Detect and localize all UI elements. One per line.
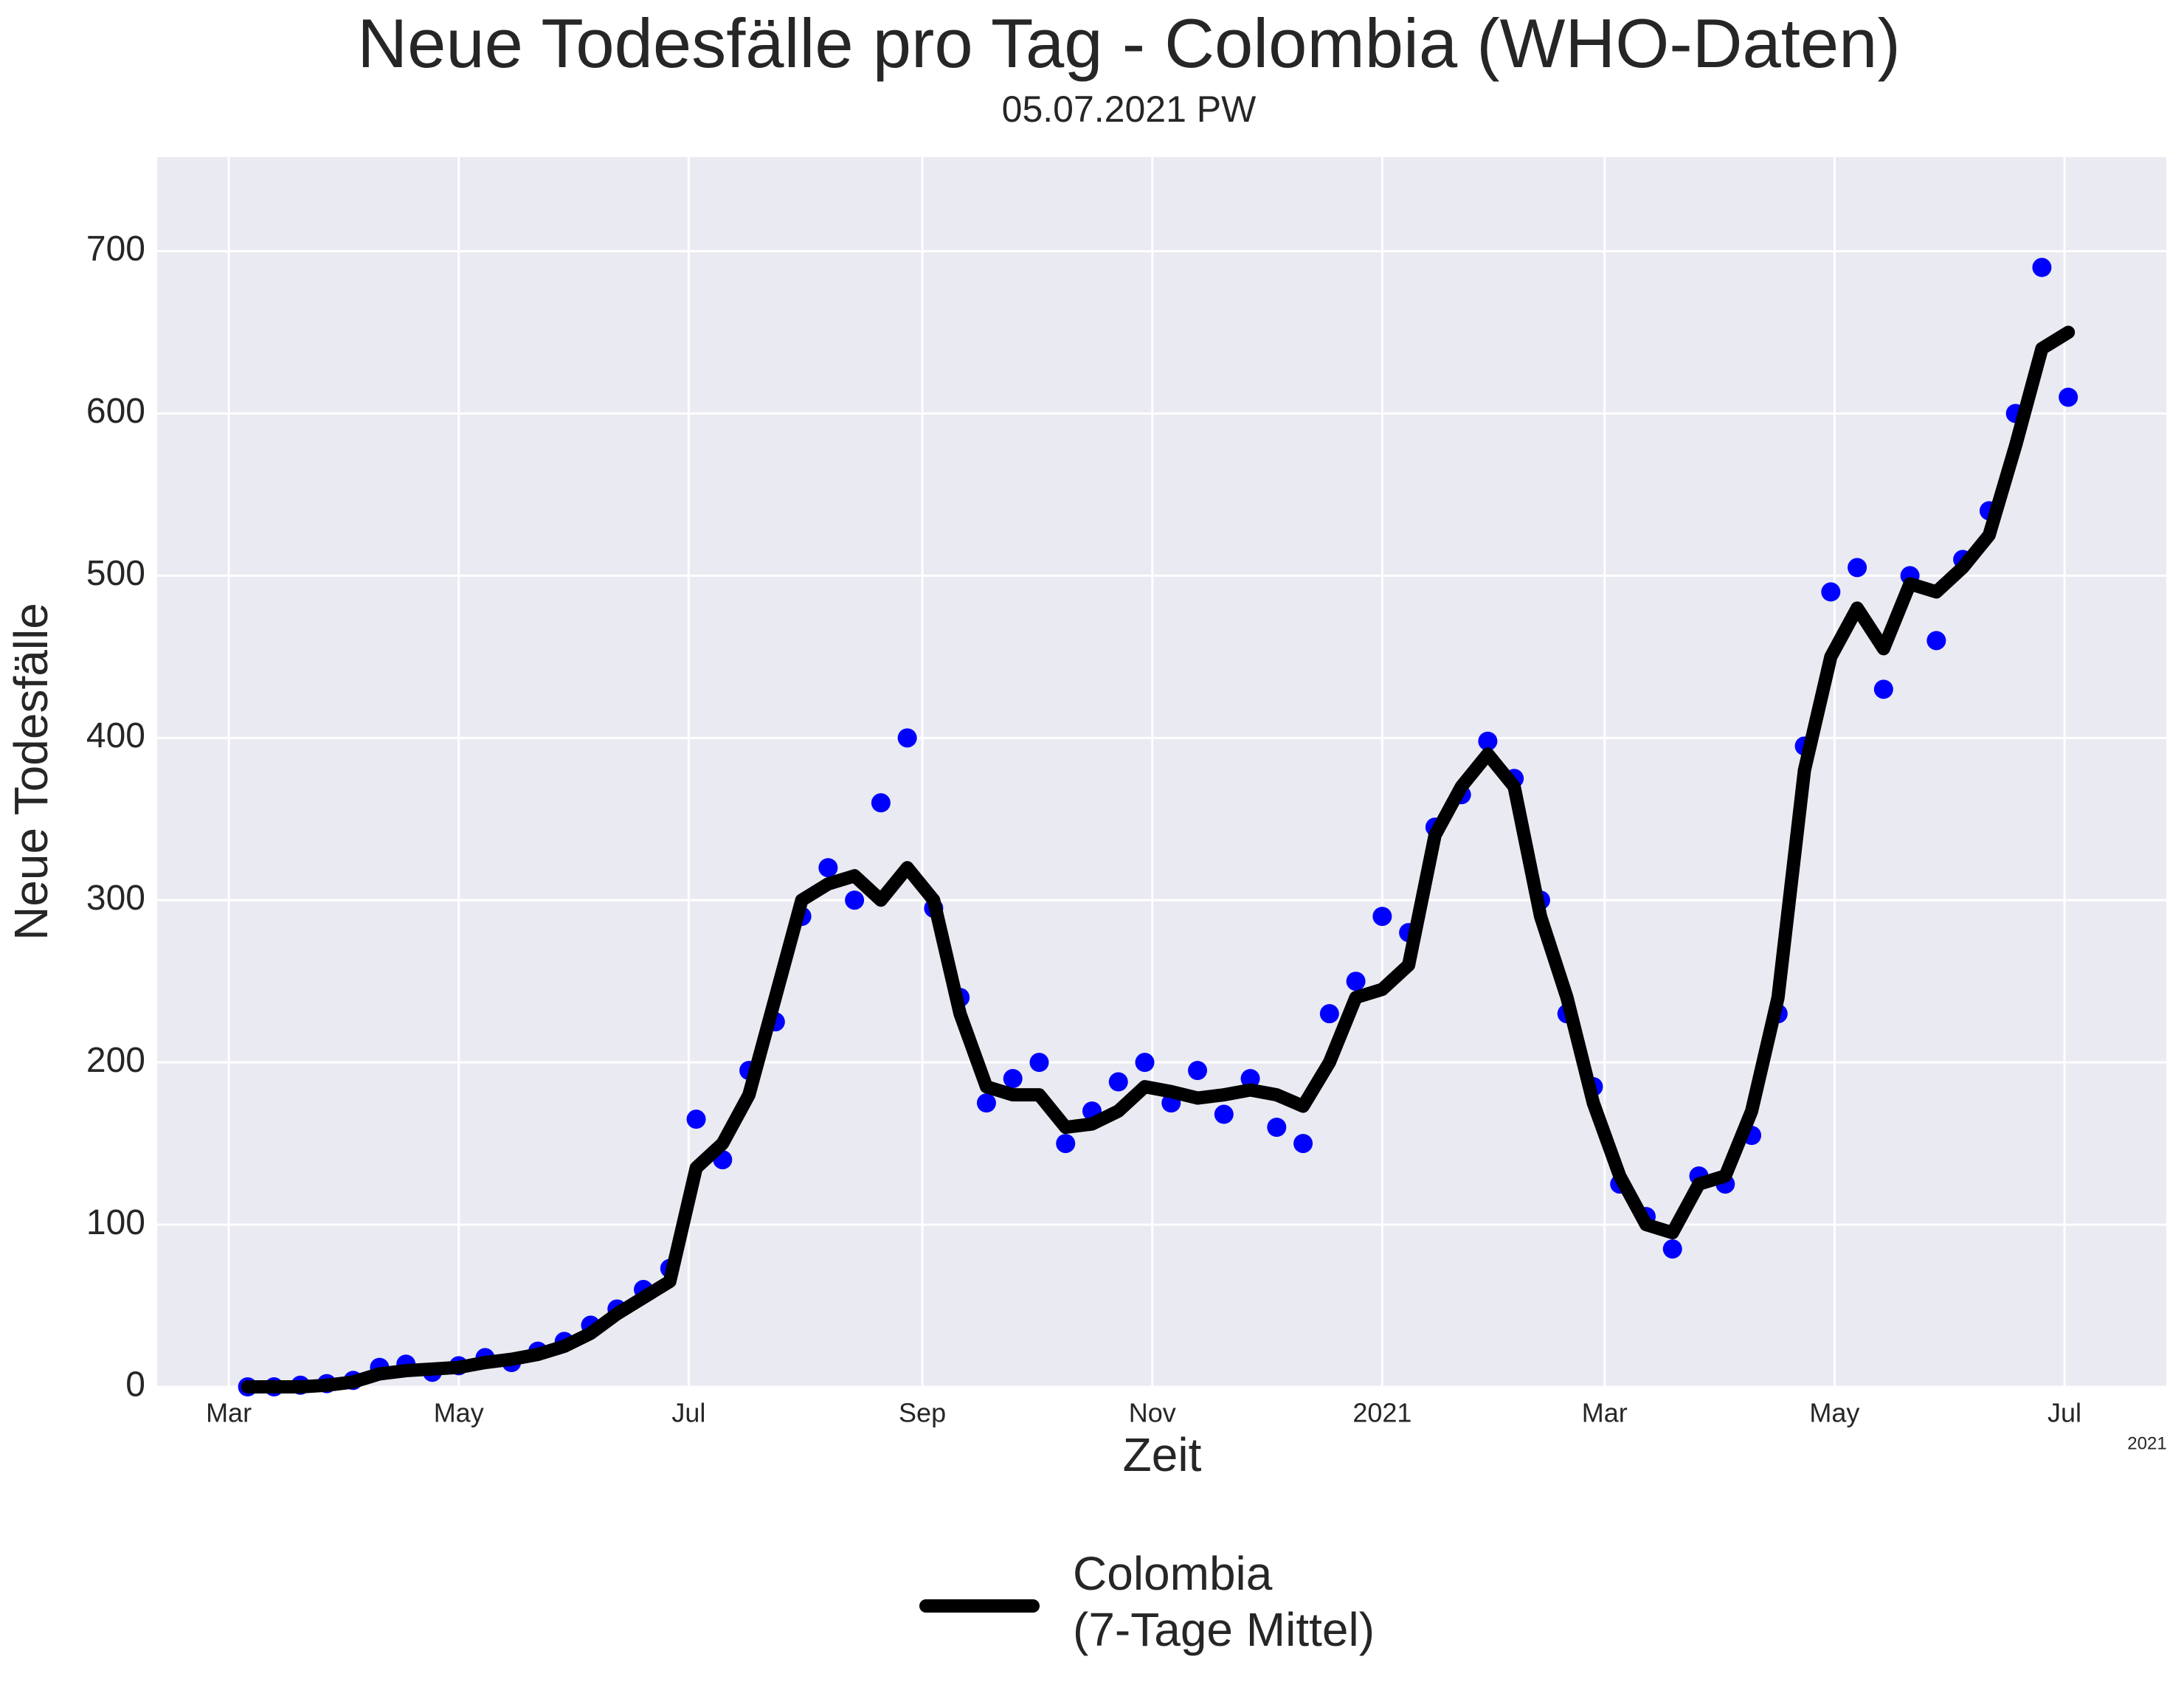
x-tick-label: 2021 bbox=[1352, 1398, 1411, 1428]
y-tick-label: 700 bbox=[86, 229, 145, 269]
x-tick-label: May bbox=[1809, 1398, 1859, 1428]
data-point bbox=[1372, 907, 1392, 927]
data-point bbox=[1319, 1004, 1339, 1024]
data-point bbox=[1214, 1104, 1234, 1124]
data-point bbox=[2032, 257, 2052, 277]
data-point bbox=[1135, 1053, 1155, 1073]
x-tick-label: May bbox=[434, 1398, 484, 1428]
x-offset-label: 2021 bbox=[2127, 1433, 2166, 1453]
data-point bbox=[1848, 558, 1867, 578]
y-tick-label: 0 bbox=[125, 1365, 145, 1405]
data-point bbox=[1267, 1118, 1287, 1138]
data-point bbox=[1662, 1239, 1682, 1259]
data-point bbox=[1056, 1134, 1076, 1154]
y-axis-label: Neue Todesfälle bbox=[4, 603, 58, 941]
data-point bbox=[897, 728, 917, 748]
data-point bbox=[845, 890, 865, 910]
x-tick-label: Jul bbox=[671, 1398, 705, 1428]
data-point bbox=[1188, 1061, 1208, 1081]
y-tick-label: 100 bbox=[86, 1203, 145, 1242]
y-tick-label: 500 bbox=[86, 554, 145, 593]
data-point bbox=[1003, 1069, 1023, 1089]
x-tick-label: Mar bbox=[1582, 1398, 1628, 1428]
data-point bbox=[1293, 1134, 1313, 1154]
y-tick-label: 200 bbox=[86, 1041, 145, 1080]
y-tick-label: 400 bbox=[86, 716, 145, 755]
data-point bbox=[1821, 582, 1841, 602]
x-tick-label: Mar bbox=[206, 1398, 252, 1428]
x-tick-label: Jul bbox=[2048, 1398, 2081, 1428]
data-point bbox=[1478, 731, 1498, 751]
legend-label: Colombia (7-Tage Mittel) bbox=[1073, 1547, 1375, 1656]
plot-background bbox=[157, 157, 2166, 1387]
data-point bbox=[2059, 387, 2078, 407]
y-tick-label: 600 bbox=[86, 392, 145, 431]
data-point bbox=[1029, 1053, 1049, 1073]
data-point bbox=[976, 1093, 996, 1113]
data-point bbox=[1346, 972, 1366, 991]
x-tick-label: Nov bbox=[1129, 1398, 1176, 1428]
mean-line bbox=[241, 325, 2076, 1393]
data-point bbox=[1873, 679, 1893, 699]
chart-title: Neue Todesfälle pro Tag - Colombia (WHO-… bbox=[357, 4, 1901, 82]
data-point bbox=[871, 793, 891, 813]
data-point bbox=[686, 1109, 706, 1129]
data-point bbox=[1108, 1072, 1128, 1092]
y-tick-label: 300 bbox=[86, 879, 145, 918]
chart-subtitle: 05.07.2021 PW bbox=[1002, 89, 1257, 130]
data-point bbox=[1240, 1069, 1260, 1089]
data-point bbox=[1926, 631, 1946, 651]
data-point bbox=[818, 858, 838, 878]
x-tick-label: Sep bbox=[899, 1398, 946, 1428]
x-axis-label: Zeit bbox=[1123, 1428, 1202, 1481]
